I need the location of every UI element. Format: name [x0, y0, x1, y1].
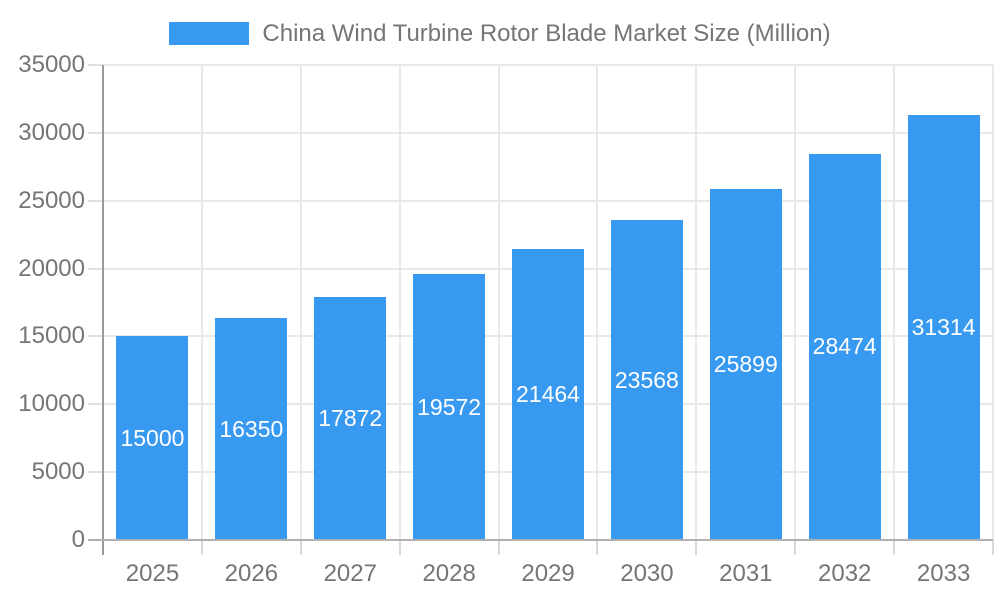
y-axis-tick — [88, 471, 103, 474]
x-gridline — [992, 65, 994, 540]
bar-value-label: 21464 — [516, 380, 580, 407]
legend-label: China Wind Turbine Rotor Blade Market Si… — [262, 19, 831, 47]
bar-value-label: 19572 — [417, 393, 482, 420]
x-axis-label: 2033 — [916, 560, 971, 587]
x-axis-label: 2026 — [224, 560, 279, 587]
x-axis-label: 2031 — [719, 560, 773, 587]
y-axis-label: 15000 — [18, 322, 85, 350]
y-axis-tick — [88, 64, 103, 66]
bar-value-label: 23568 — [614, 366, 679, 393]
x-axis-label: 2032 — [818, 560, 872, 587]
x-axis-tick — [200, 540, 203, 555]
y-axis-label: 20000 — [18, 254, 85, 282]
bar-value-label: 28474 — [812, 333, 877, 360]
x-axis-tick — [596, 540, 599, 555]
x-axis-label: 2027 — [323, 560, 377, 587]
x-axis-tick — [299, 540, 302, 555]
chart-legend: China Wind Turbine Rotor Blade Market Si… — [0, 19, 1000, 47]
bar-2033[interactable]: 31314 — [907, 115, 980, 540]
x-gridline — [497, 65, 500, 540]
x-axis-tick — [497, 540, 500, 555]
y-axis-label: 0 — [71, 526, 85, 553]
x-axis-tick — [695, 540, 698, 555]
x-axis-tick — [794, 540, 797, 555]
y-axis-label: 25000 — [18, 186, 85, 214]
y-axis-tick — [88, 199, 103, 202]
y-axis-tick — [88, 335, 103, 338]
bar-value-label: 16350 — [219, 415, 284, 442]
x-gridline — [398, 65, 401, 540]
x-axis-tick — [398, 540, 401, 555]
y-gridline — [103, 64, 993, 66]
x-axis-label: 2029 — [521, 560, 575, 587]
x-gridline — [893, 65, 896, 540]
x-gridline — [299, 65, 302, 540]
y-axis-line — [102, 65, 104, 555]
x-gridline — [596, 65, 599, 540]
x-axis-tick — [893, 540, 896, 555]
x-gridline — [794, 65, 797, 540]
x-axis-label: 2030 — [620, 560, 674, 587]
bar-2030[interactable]: 23568 — [610, 220, 683, 540]
x-axis-label: 2025 — [125, 560, 180, 587]
plot-area: 15000 16350 17872 19572 21464 23568 25899 28474… — [103, 64, 994, 540]
bar-2029[interactable]: 21464 — [512, 248, 584, 540]
y-axis-tick — [88, 403, 103, 406]
bar-2026[interactable]: 16350 — [215, 318, 288, 540]
bar-value-label: 17872 — [318, 405, 383, 432]
y-axis-label: 30000 — [18, 118, 85, 146]
x-gridline — [695, 65, 698, 540]
bar-2032[interactable]: 28474 — [808, 153, 881, 540]
bar-2028[interactable]: 19572 — [413, 274, 486, 540]
bar-value-label: 25899 — [713, 350, 778, 377]
x-axis-line — [88, 539, 993, 541]
bar-2025[interactable]: 15000 — [116, 336, 189, 540]
bar-value-label: 31314 — [911, 314, 976, 340]
bar-2031[interactable]: 25899 — [709, 188, 782, 540]
y-gridline — [103, 199, 993, 202]
bar-value-label: 15000 — [120, 424, 185, 451]
x-gridline — [200, 65, 203, 540]
y-gridline — [103, 131, 993, 134]
x-axis-tick — [992, 540, 994, 555]
y-axis-label: 10000 — [18, 390, 85, 418]
bar-2027[interactable]: 17872 — [314, 297, 387, 540]
y-axis-label: 5000 — [31, 458, 85, 486]
y-axis-tick — [88, 267, 103, 270]
x-axis-label: 2028 — [422, 560, 476, 587]
legend-swatch — [169, 22, 250, 45]
y-axis-tick — [88, 131, 103, 134]
y-axis-label: 35000 — [18, 51, 85, 78]
